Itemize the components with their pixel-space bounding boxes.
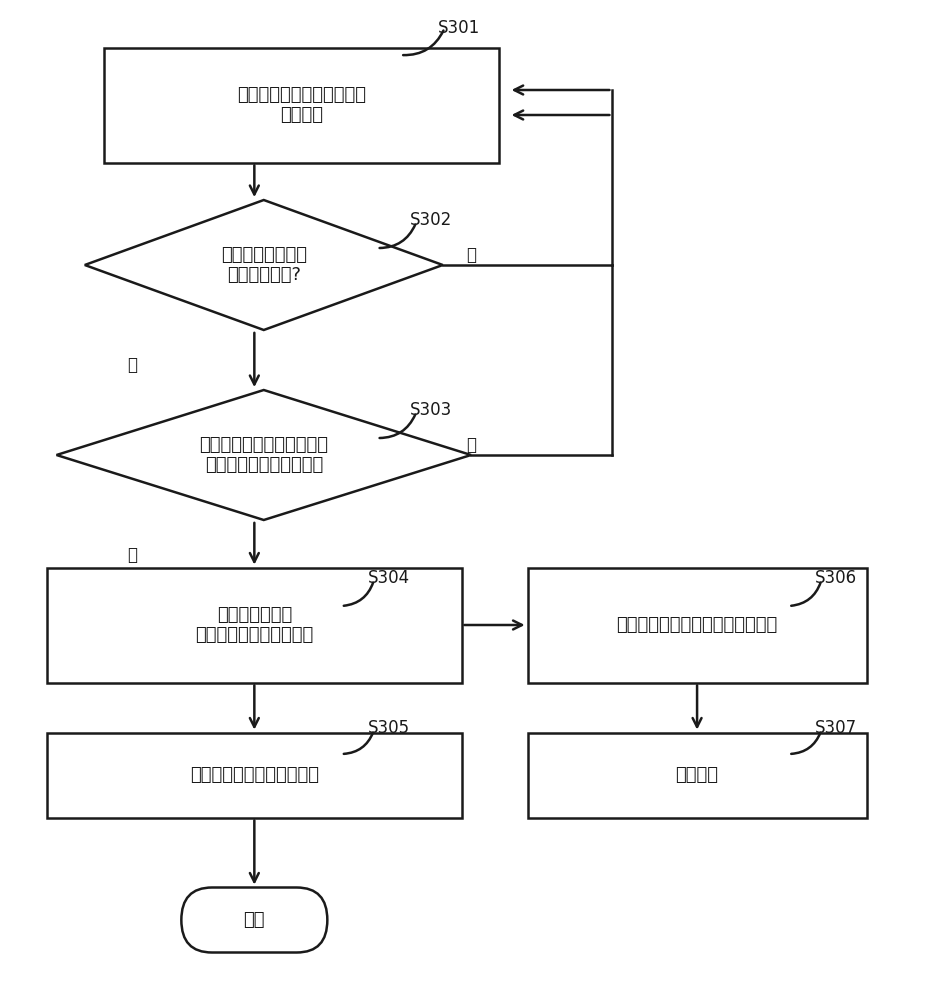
Text: 对各该孤岛根节点进行记录: 对各该孤岛根节点进行记录 [190,766,318,784]
Text: 表格记录: 表格记录 [675,766,719,784]
Text: 判断该节点是否为
一级时钟节点?: 判断该节点是否为 一级时钟节点? [220,246,307,284]
FancyBboxPatch shape [528,568,867,682]
Polygon shape [57,390,471,520]
Text: 从根节点从上向下进行主链路遍历: 从根节点从上向下进行主链路遍历 [616,616,778,634]
Text: 否: 否 [127,356,138,374]
Text: S304: S304 [367,569,410,587]
Text: 遍历同步网络拓扑副本中的
所有节点: 遍历同步网络拓扑副本中的 所有节点 [237,86,365,124]
FancyBboxPatch shape [47,568,462,682]
Polygon shape [85,200,443,330]
Text: 是: 是 [466,246,477,264]
FancyBboxPatch shape [104,47,499,162]
Text: S307: S307 [815,719,857,737]
Text: S303: S303 [410,401,452,419]
Text: S302: S302 [410,211,452,229]
Text: 是: 是 [127,546,138,564]
Text: 判断该节点的主时钟是否为
空并且该节点未被遍历过: 判断该节点的主时钟是否为 空并且该节点未被遍历过 [200,436,328,474]
Text: S301: S301 [438,19,480,37]
FancyBboxPatch shape [528,732,867,818]
Text: 结束: 结束 [244,911,265,929]
FancyBboxPatch shape [181,888,328,952]
Text: S306: S306 [815,569,857,587]
Text: 发现同步孤岛，
回溯各孤岛节点的根节点: 发现同步孤岛， 回溯各孤岛节点的根节点 [195,606,314,644]
Text: S305: S305 [367,719,410,737]
FancyBboxPatch shape [47,732,462,818]
Text: 否: 否 [466,436,477,454]
